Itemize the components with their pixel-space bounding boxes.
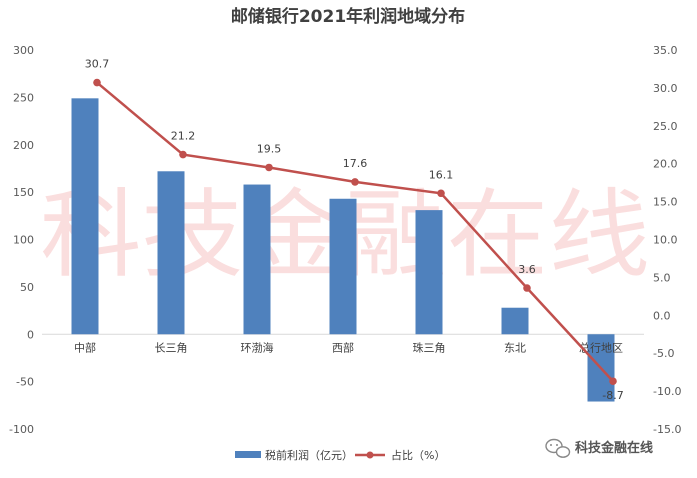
right-tick-label: -10.0 <box>653 385 681 398</box>
line-data-label: 16.1 <box>429 168 454 181</box>
category-label: 总行地区 <box>579 340 623 354</box>
left-tick-label: 200 <box>13 139 34 152</box>
category-label: 环渤海 <box>241 340 274 354</box>
legend-line-label: 占比（%） <box>391 448 445 462</box>
line-point <box>523 284 531 292</box>
legend-line-marker <box>366 451 374 459</box>
legend: 税前利润（亿元） 占比（%） <box>235 448 445 462</box>
left-tick-label: -100 <box>9 423 34 436</box>
right-tick-label: 5.0 <box>653 271 671 284</box>
right-tick-label: 15.0 <box>653 196 678 209</box>
right-tick-label: 10.0 <box>653 234 678 247</box>
left-tick-label: -50 <box>16 376 34 389</box>
line-data-label: -8.7 <box>602 389 623 402</box>
left-tick-label: 250 <box>13 91 34 104</box>
bar <box>415 210 443 335</box>
bar <box>157 171 185 335</box>
legend-bar-swatch <box>235 451 261 458</box>
line-data-label: 30.7 <box>85 58 110 71</box>
left-tick-label: 100 <box>13 234 34 247</box>
right-tick-label: 0.0 <box>653 309 671 322</box>
left-tick-label: 50 <box>20 281 34 294</box>
brand-text: 科技金融在线 <box>575 440 653 456</box>
category-label: 珠三角 <box>413 340 446 354</box>
line-data-label: 17.6 <box>343 157 368 170</box>
bar-series <box>71 98 615 402</box>
right-tick-label: -15.0 <box>653 423 681 436</box>
right-tick-label: 25.0 <box>653 120 678 133</box>
line-data-label: 19.5 <box>257 142 282 155</box>
category-label: 中部 <box>74 340 96 354</box>
bar <box>329 198 357 335</box>
line-point <box>437 189 445 198</box>
line-point <box>351 178 359 186</box>
category-label: 西部 <box>332 340 354 354</box>
left-tick-label: 0 <box>27 328 34 341</box>
data-labels: 30.7 21.2 19.5 17.6 16.1 3.6 -8.7 <box>85 58 624 403</box>
wechat-icon <box>545 438 571 458</box>
line-data-label: 21.2 <box>171 130 196 143</box>
line-point <box>609 377 617 386</box>
bar <box>501 307 529 335</box>
bar <box>71 98 99 335</box>
line-series <box>93 78 617 386</box>
category-label: 长三角 <box>155 341 188 354</box>
brand-badge: 科技金融在线 <box>545 438 653 458</box>
line-data-label: 3.6 <box>518 263 536 276</box>
right-axis: 35.0 30.0 25.0 20.0 15.0 10.0 5.0 0.0 -5.0 -10.0 -… <box>653 44 681 436</box>
left-axis: 300 250 200 150 100 50 0 -50 -100 <box>9 44 34 436</box>
left-tick-label: 300 <box>13 44 34 57</box>
line-point <box>179 150 187 159</box>
category-label: 东北 <box>504 341 526 354</box>
category-axis: 中部 长三角 环渤海 西部 珠三角 东北 总行地区 <box>74 340 623 354</box>
right-tick-label: 35.0 <box>653 44 678 57</box>
line-point <box>93 78 101 87</box>
right-tick-label: 30.0 <box>653 82 678 95</box>
right-tick-label: 20.0 <box>653 158 678 171</box>
left-tick-label: 150 <box>13 186 34 199</box>
chart-title: 邮储银行2021年利润地域分布 <box>231 6 465 27</box>
line-point <box>265 163 273 172</box>
legend-bar-label: 税前利润（亿元） <box>265 448 353 462</box>
bar <box>243 184 271 335</box>
right-tick-label: -5.0 <box>653 347 674 360</box>
